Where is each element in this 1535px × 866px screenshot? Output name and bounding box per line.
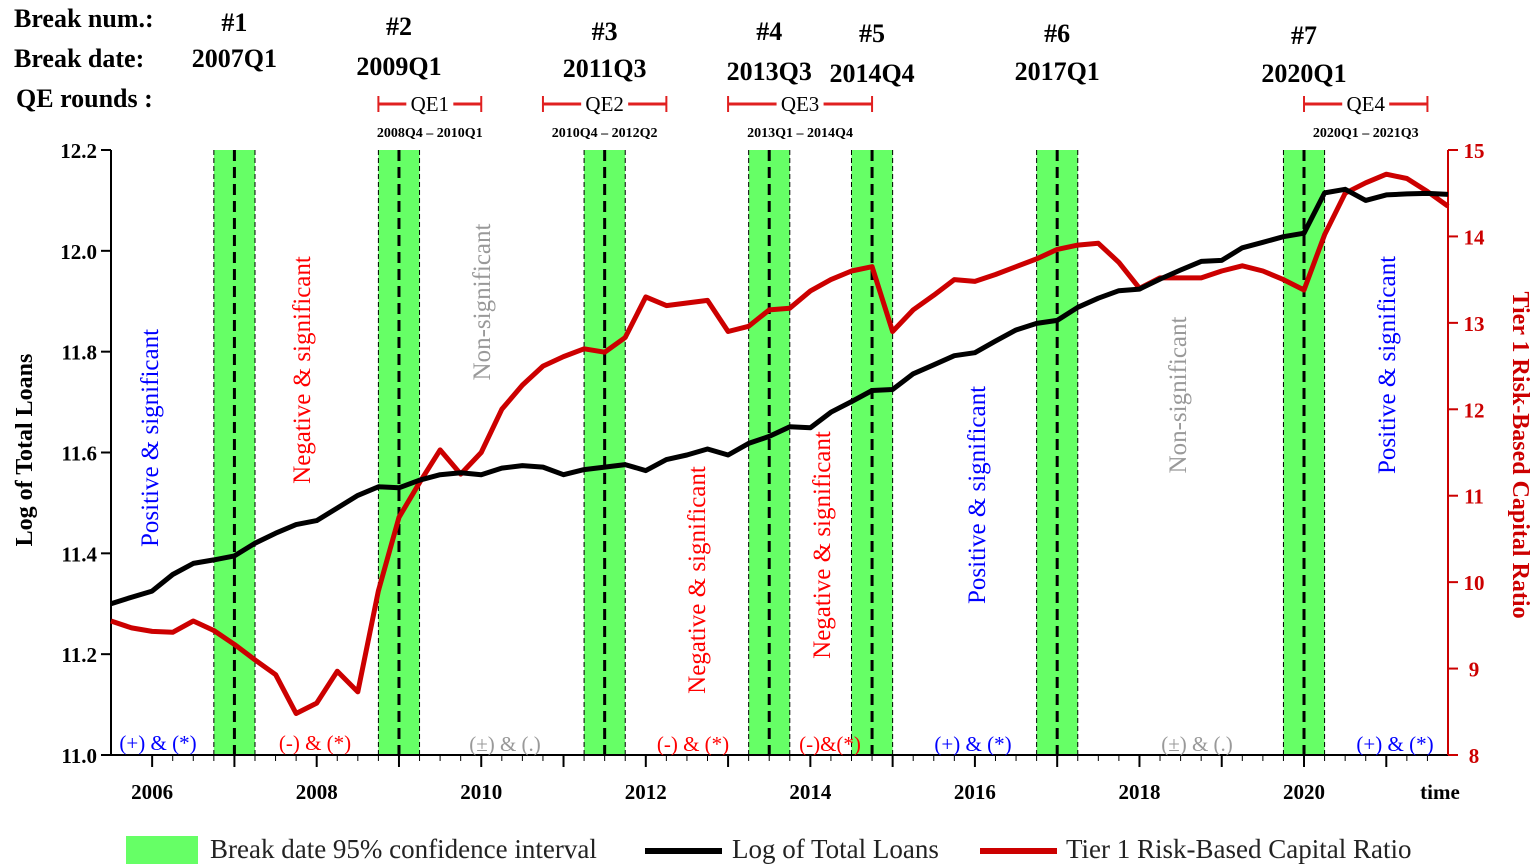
ci-band bbox=[748, 150, 790, 755]
break-number: #2 bbox=[386, 12, 412, 41]
qe-date-range: 2008Q4 – 2010Q1 bbox=[377, 126, 483, 141]
significance-label: (±) & (.) bbox=[1161, 732, 1233, 756]
break-num-label: Break num.: bbox=[14, 4, 154, 33]
significance-label: (+) & (*) bbox=[119, 731, 196, 755]
qe-label: QE1 bbox=[411, 92, 450, 116]
break-date: 2007Q1 bbox=[192, 44, 277, 73]
significance-label: (+) & (*) bbox=[1356, 732, 1433, 756]
legend: Break date 95% confidence interval Log o… bbox=[126, 834, 1412, 864]
break-date: 2009Q1 bbox=[356, 52, 441, 81]
qe-rounds: QE1 2008Q4 – 2010Q1 QE2 2010Q4 – 2012Q2 QE3 2… bbox=[377, 92, 1429, 141]
break-number: #1 bbox=[221, 8, 247, 37]
y-right-tick-label: 13 bbox=[1464, 312, 1485, 336]
break-date: 2013Q3 bbox=[727, 57, 812, 86]
y-axis-right-title: Tier 1 Risk-Based Capital Ratio bbox=[1507, 291, 1533, 618]
x-tick-label: 2020 bbox=[1283, 780, 1325, 804]
significance-label: (+) & (*) bbox=[934, 732, 1011, 756]
y-left-tick-label: 11.0 bbox=[61, 744, 97, 768]
legend-loans-label: Log of Total Loans bbox=[732, 834, 939, 864]
y-left-tick-label: 12.2 bbox=[60, 139, 97, 163]
x-tick-label: 2006 bbox=[131, 780, 173, 804]
x-tick-label: 2016 bbox=[954, 780, 996, 804]
break-date-label: Break date: bbox=[14, 44, 144, 73]
x-axis-title: time bbox=[1420, 780, 1460, 804]
regime-annotations: Positive & significant (+) & (*) Negative … bbox=[119, 223, 1433, 756]
x-tick-label: 2010 bbox=[460, 780, 502, 804]
significance-label: (-)&(*) bbox=[799, 732, 861, 756]
y-right-tick-label: 12 bbox=[1464, 398, 1485, 422]
x-tick-label: 2018 bbox=[1118, 780, 1160, 804]
significance-label: (±) & (.) bbox=[469, 732, 541, 756]
series-lines bbox=[110, 171, 1450, 716]
axes bbox=[101, 149, 1458, 767]
break-number: #7 bbox=[1291, 21, 1317, 50]
qe-date-range: 2013Q1 – 2014Q4 bbox=[747, 126, 853, 141]
regime-label: Negative & significant bbox=[684, 466, 711, 694]
ci-band bbox=[378, 150, 420, 755]
break-date: 2014Q4 bbox=[829, 59, 914, 88]
x-tick-label: 2012 bbox=[625, 780, 667, 804]
qe-rounds-label: QE rounds : bbox=[16, 84, 153, 113]
ci-band bbox=[584, 150, 626, 755]
log-total-loans-line bbox=[110, 186, 1449, 607]
y-right-tick-label: 14 bbox=[1464, 225, 1486, 249]
qe-label: QE2 bbox=[585, 92, 624, 116]
regime-label: Negative & significant bbox=[809, 431, 836, 659]
y-left-tick-label: 11.6 bbox=[61, 442, 97, 466]
significance-label: (-) & (*) bbox=[657, 732, 729, 756]
qe-date-range: 2010Q4 – 2012Q2 bbox=[552, 126, 658, 141]
qe-label-bg bbox=[1342, 92, 1390, 116]
y-right-tick-label: 15 bbox=[1464, 139, 1485, 163]
break-number: #6 bbox=[1044, 19, 1070, 48]
y-left-tick-label: 11.8 bbox=[61, 341, 97, 365]
qe-label: QE4 bbox=[1346, 92, 1385, 116]
break-markers: #1 2007Q1 #2 2009Q1 #3 2011Q3 #4 2013Q3 #5 2014Q4… bbox=[192, 8, 1347, 755]
ci-band bbox=[851, 150, 893, 755]
y-right-tick-label: 8 bbox=[1469, 744, 1480, 768]
break-date: 2017Q1 bbox=[1015, 57, 1100, 86]
x-tick-label: 2008 bbox=[296, 780, 338, 804]
regime-label: Non-significant bbox=[1165, 316, 1192, 473]
y-right-tick-label: 9 bbox=[1469, 658, 1480, 682]
qe-label: QE3 bbox=[781, 92, 820, 116]
y-left-tick-label: 12.0 bbox=[60, 240, 97, 264]
break-number: #3 bbox=[592, 17, 618, 46]
qe-date-range: 2020Q1 – 2021Q3 bbox=[1313, 126, 1419, 141]
regime-label: Negative & significant bbox=[289, 256, 316, 484]
break-date: 2020Q1 bbox=[1261, 59, 1346, 88]
break-number: #5 bbox=[859, 19, 885, 48]
y-axis-left-title: Log of Total Loans bbox=[12, 354, 38, 547]
regime-label: Positive & significant bbox=[137, 329, 164, 547]
qe-label-bg bbox=[776, 92, 824, 116]
legend-tier1-label: Tier 1 Risk-Based Capital Ratio bbox=[1066, 834, 1412, 864]
y-right-tick-label: 10 bbox=[1464, 571, 1485, 595]
significance-label: (-) & (*) bbox=[279, 731, 351, 755]
legend-ci-label: Break date 95% confidence interval bbox=[210, 834, 597, 864]
y-left-tick-label: 11.2 bbox=[61, 643, 97, 667]
regime-label: Positive & significant bbox=[1374, 256, 1401, 474]
x-tick-label: 2014 bbox=[789, 780, 832, 804]
tick-labels: 2006 2008 2010 2012 2014 2016 2018 2020 11.0 11.2… bbox=[60, 139, 1485, 804]
legend-ci-swatch bbox=[126, 836, 198, 864]
break-number: #4 bbox=[756, 17, 782, 46]
y-right-tick-label: 11 bbox=[1464, 485, 1484, 509]
regime-label: Non-significant bbox=[469, 223, 496, 380]
break-date: 2011Q3 bbox=[563, 54, 647, 83]
qe-label-bg bbox=[581, 92, 629, 116]
qe-label-bg bbox=[406, 92, 454, 116]
tier1-capital-ratio-line bbox=[110, 171, 1450, 716]
regime-label: Positive & significant bbox=[964, 386, 991, 604]
y-left-tick-label: 11.4 bbox=[61, 542, 97, 566]
